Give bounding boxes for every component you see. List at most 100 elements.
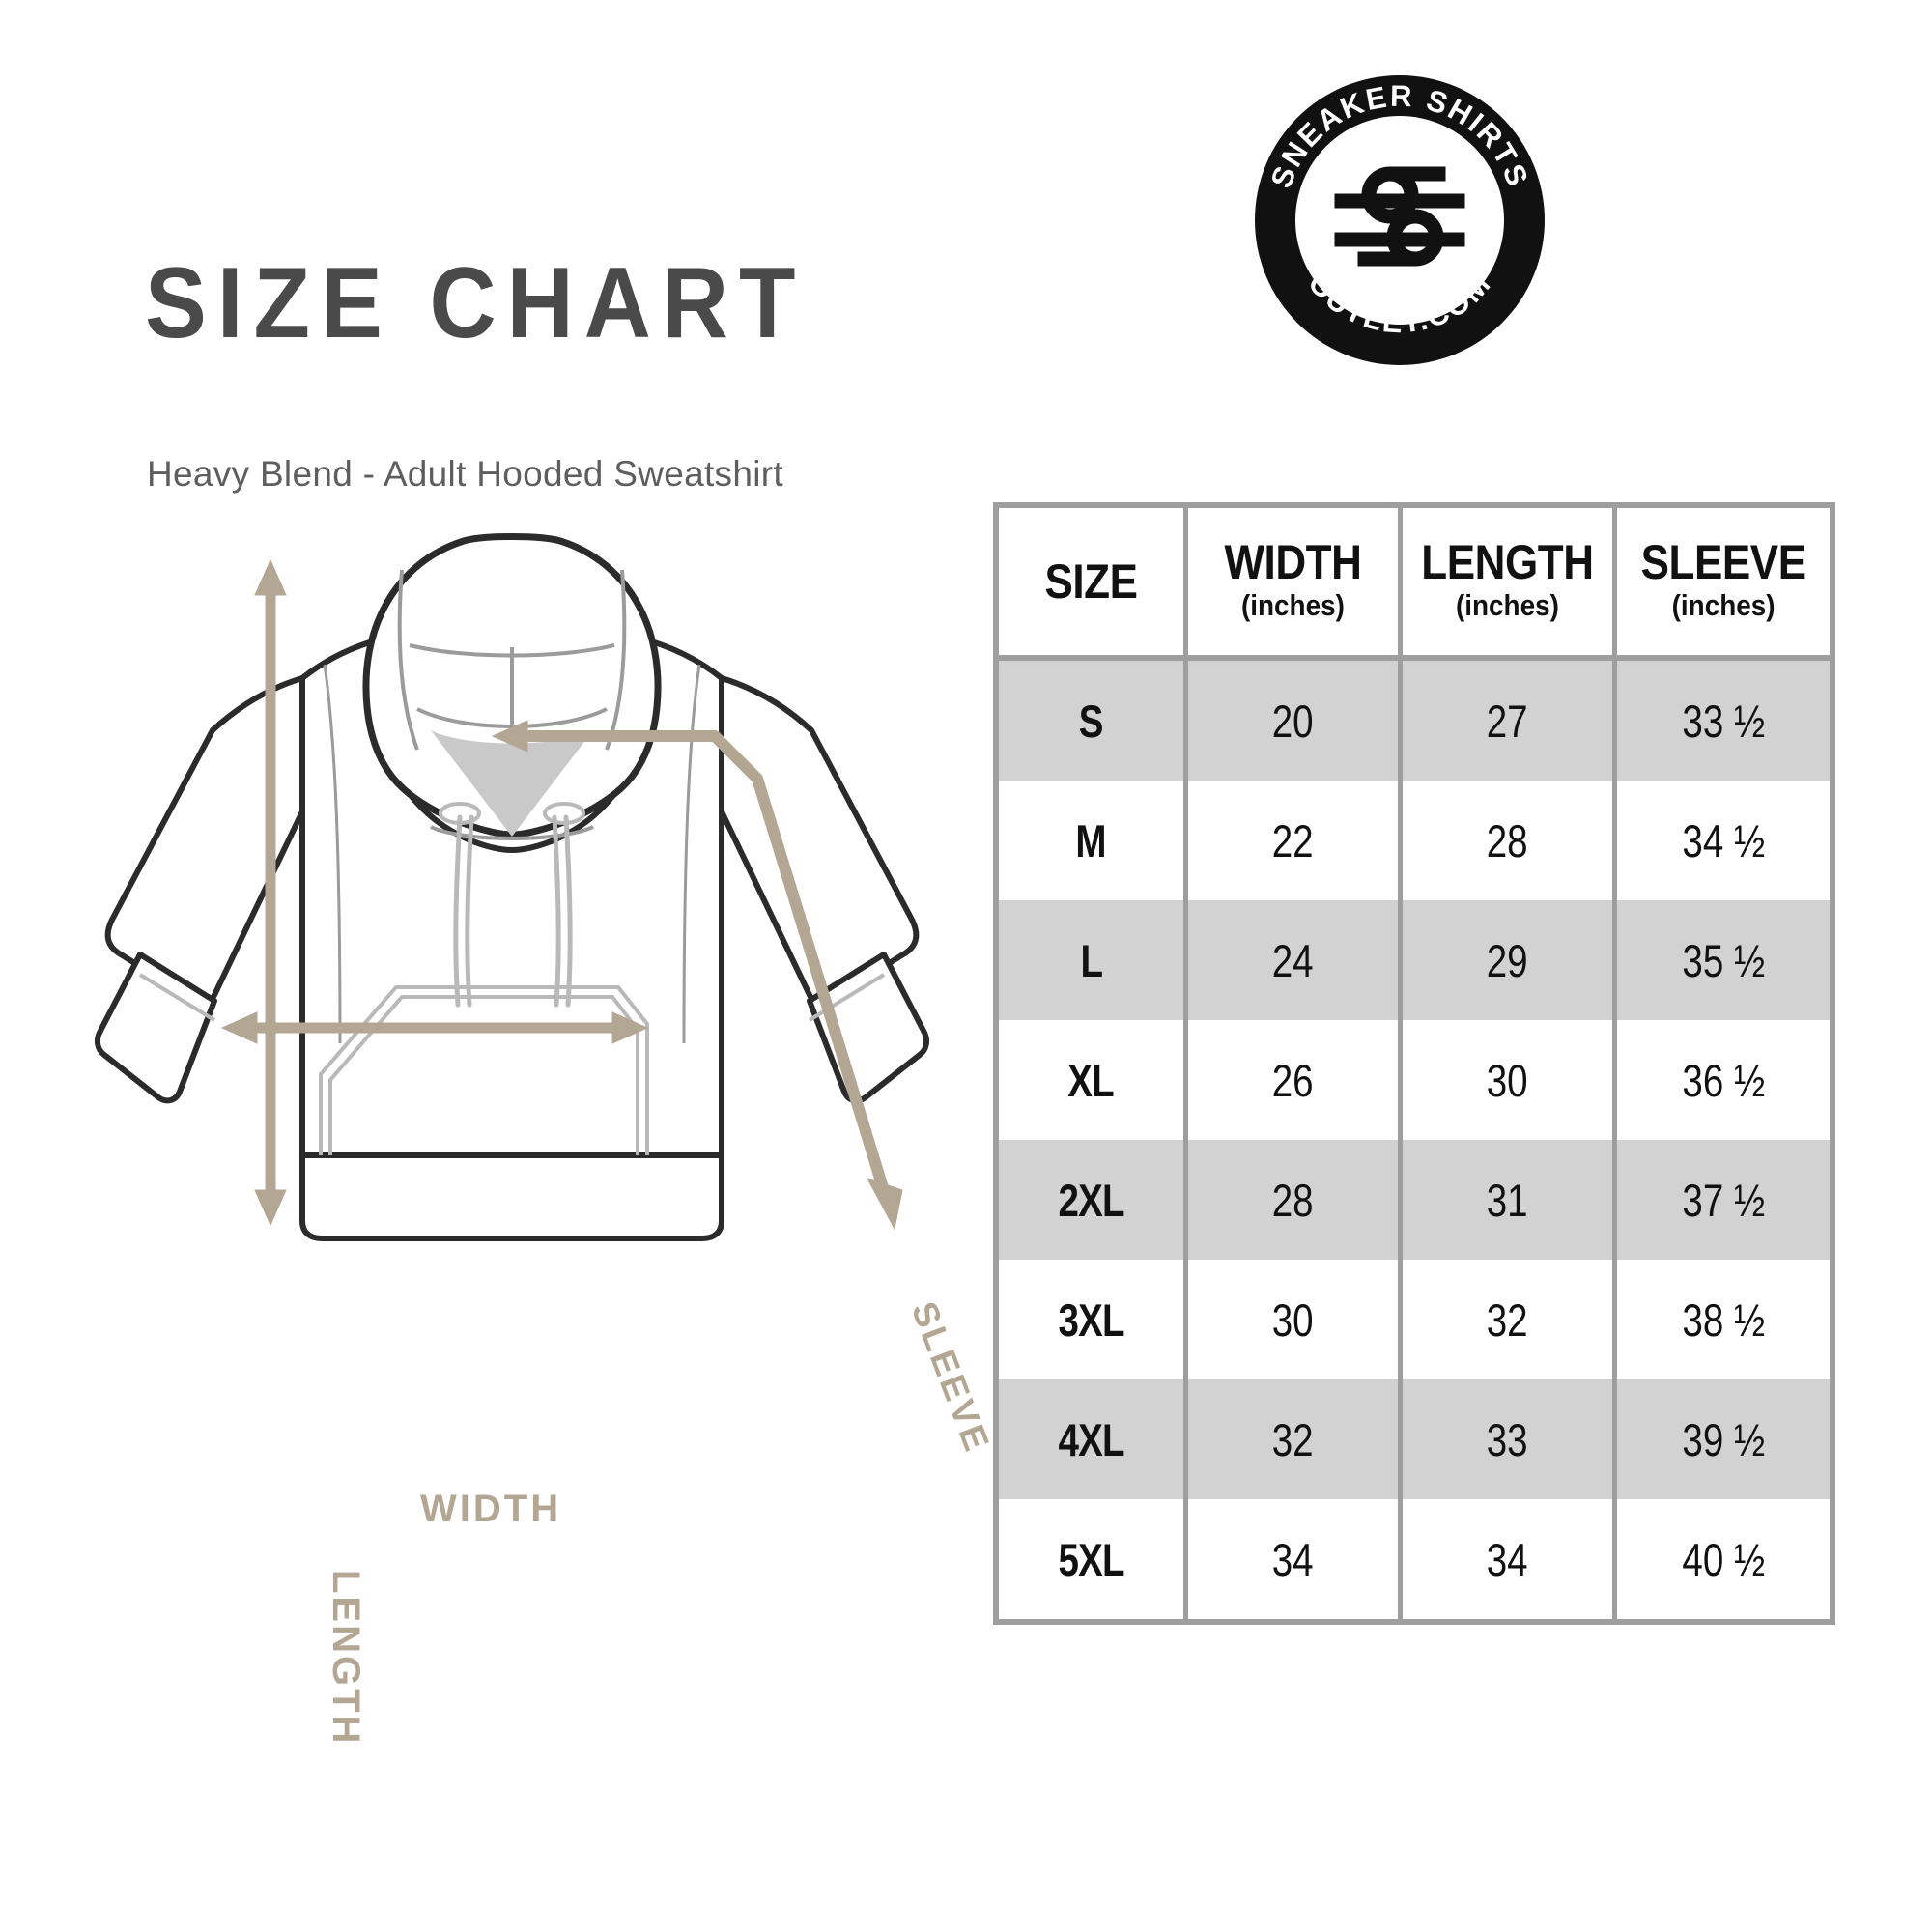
cell-width: 30 <box>1183 1260 1401 1379</box>
cell-width: 20 <box>1183 658 1401 781</box>
cell-size: 2XL <box>999 1140 1186 1260</box>
cell-size: XL <box>999 1020 1186 1140</box>
cell-sleeve: 37 ½ <box>1611 1140 1830 1260</box>
cell-sleeve-text: 35 ½ <box>1682 934 1765 986</box>
table-body: S 20 27 33 ½ M 22 28 34 ½ L 24 29 35 ½ XL 26 30 36 ½ 2XL… <box>999 658 1830 1619</box>
cell-width-text: 24 <box>1272 934 1314 986</box>
table-row: L 24 29 35 ½ <box>999 900 1830 1020</box>
col-header-length-main: LENGTH <box>1421 535 1594 590</box>
cell-length-text: 33 <box>1486 1413 1528 1465</box>
cell-length-text: 27 <box>1486 695 1528 747</box>
cell-length-text: 32 <box>1486 1293 1528 1346</box>
cell-width-text: 28 <box>1272 1174 1314 1226</box>
cell-length-text: 29 <box>1486 934 1528 986</box>
cell-sleeve: 36 ½ <box>1611 1020 1830 1140</box>
cell-length: 30 <box>1397 1020 1615 1140</box>
cell-size-text: 4XL <box>1058 1413 1124 1465</box>
cell-size-text: L <box>1080 934 1103 986</box>
cell-size: 5XL <box>999 1499 1186 1619</box>
page-title: SIZE CHART <box>145 247 807 359</box>
width-arrow <box>220 1011 649 1044</box>
cell-width-text: 22 <box>1272 814 1314 867</box>
cell-sleeve-text: 36 ½ <box>1682 1054 1765 1106</box>
cell-sleeve: 40 ½ <box>1611 1499 1830 1619</box>
table-header: SIZE WIDTH (inches) LENGTH (inches) SLEE… <box>999 508 1830 661</box>
cell-width-text: 26 <box>1272 1054 1314 1106</box>
page-subtitle: Heavy Blend - Adult Hooded Sweatshirt <box>147 454 783 494</box>
col-header-sleeve: SLEEVE (inches) <box>1611 508 1830 661</box>
cell-size-text: M <box>1075 814 1107 867</box>
cell-width-text: 30 <box>1272 1293 1314 1346</box>
cell-size-text: S <box>1079 695 1104 747</box>
table-row: 5XL 34 34 40 ½ <box>999 1499 1830 1619</box>
cell-length-text: 30 <box>1486 1054 1528 1106</box>
cell-width-text: 20 <box>1272 695 1314 747</box>
cell-sleeve-text: 39 ½ <box>1682 1413 1765 1465</box>
length-label: LENGTH <box>325 1570 367 1747</box>
cell-width: 26 <box>1183 1020 1401 1140</box>
hoodie-illustration: WIDTH LENGTH SLEEVE <box>77 502 998 1746</box>
table-row: S 20 27 33 ½ <box>999 658 1830 781</box>
cell-sleeve-text: 33 ½ <box>1682 695 1765 747</box>
cell-size: 3XL <box>999 1260 1186 1379</box>
cell-size-text: 3XL <box>1058 1293 1124 1346</box>
measurement-arrows <box>220 558 903 1231</box>
cell-length: 34 <box>1397 1499 1615 1619</box>
col-header-length-unit: (inches) <box>1455 588 1559 623</box>
col-header-length: LENGTH (inches) <box>1397 508 1615 661</box>
cell-width: 22 <box>1183 781 1401 900</box>
col-header-size-main: SIZE <box>1044 554 1138 609</box>
col-header-sleeve-unit: (inches) <box>1671 588 1776 623</box>
brand-logo: SNEAKER SHIRTS OUTLET.COM <box>1249 70 1550 371</box>
table-row: XL 26 30 36 ½ <box>999 1020 1830 1140</box>
cell-sleeve-text: 34 ½ <box>1682 814 1765 867</box>
cell-length-text: 31 <box>1486 1174 1528 1226</box>
cell-size: S <box>999 658 1186 781</box>
cell-size: M <box>999 781 1186 900</box>
cell-size: L <box>999 900 1186 1020</box>
cell-size-text: 5XL <box>1058 1533 1124 1585</box>
cell-sleeve: 38 ½ <box>1611 1260 1830 1379</box>
col-header-sleeve-main: SLEEVE <box>1640 535 1806 590</box>
size-table: SIZE WIDTH (inches) LENGTH (inches) SLEE… <box>993 502 1835 1625</box>
cell-length: 28 <box>1397 781 1615 900</box>
cell-length: 27 <box>1397 658 1615 781</box>
cell-sleeve: 35 ½ <box>1611 900 1830 1020</box>
col-header-width: WIDTH (inches) <box>1183 508 1401 661</box>
sleeve-line <box>491 720 903 1231</box>
cell-sleeve-text: 40 ½ <box>1682 1533 1765 1585</box>
col-header-size: SIZE <box>999 508 1186 661</box>
col-header-width-unit: (inches) <box>1240 588 1345 623</box>
cell-width: 32 <box>1183 1379 1401 1499</box>
cell-length-text: 28 <box>1486 814 1528 867</box>
cell-size-text: 2XL <box>1058 1174 1124 1226</box>
drawstrings <box>439 802 585 1008</box>
cell-width-text: 34 <box>1272 1533 1314 1585</box>
length-arrow <box>254 558 287 1227</box>
cell-sleeve: 34 ½ <box>1611 781 1830 900</box>
table-row: M 22 28 34 ½ <box>999 781 1830 900</box>
cell-size-text: XL <box>1067 1054 1115 1106</box>
cell-length: 29 <box>1397 900 1615 1020</box>
cell-width: 34 <box>1183 1499 1401 1619</box>
width-label: WIDTH <box>420 1488 562 1530</box>
table-row: 3XL 30 32 38 ½ <box>999 1260 1830 1379</box>
cell-width-text: 32 <box>1272 1413 1314 1465</box>
cell-width: 24 <box>1183 900 1401 1020</box>
kangaroo-pocket <box>319 985 649 1155</box>
col-header-width-main: WIDTH <box>1224 535 1362 590</box>
cell-length: 31 <box>1397 1140 1615 1260</box>
cell-length-text: 34 <box>1486 1533 1528 1585</box>
table-row: 4XL 32 33 39 ½ <box>999 1379 1830 1499</box>
cell-length: 33 <box>1397 1379 1615 1499</box>
cell-sleeve-text: 38 ½ <box>1682 1293 1765 1346</box>
cell-sleeve-text: 37 ½ <box>1682 1174 1765 1226</box>
cell-width: 28 <box>1183 1140 1401 1260</box>
table-header-row: SIZE WIDTH (inches) LENGTH (inches) SLEE… <box>999 508 1830 661</box>
table-row: 2XL 28 31 37 ½ <box>999 1140 1830 1260</box>
cell-length: 32 <box>1397 1260 1615 1379</box>
cell-sleeve: 39 ½ <box>1611 1379 1830 1499</box>
cell-sleeve: 33 ½ <box>1611 658 1830 781</box>
cell-size: 4XL <box>999 1379 1186 1499</box>
